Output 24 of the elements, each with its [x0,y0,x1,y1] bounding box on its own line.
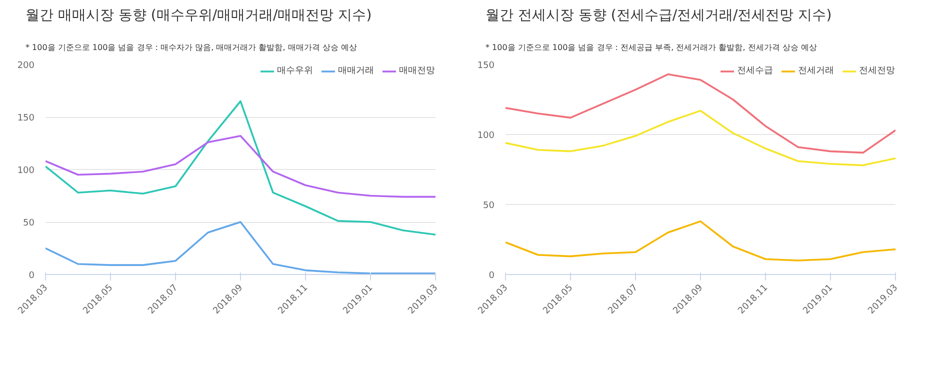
line-series [506,73,896,154]
text: * 100을 기준으로 100을 넘을 경우 : 전세공급 부족, 전세거래가 활발함, 전세가격 상승 예상 [486,43,817,52]
y-tick-label: 150 [17,114,35,124]
legend-label: 전세수급 [737,65,773,77]
legend-label: 전세거래 [798,65,834,77]
legend-label: 전세전망 [859,65,895,77]
line-series [506,110,896,166]
y-tick-label: 100 [477,131,495,141]
y-tick-label: 50 [23,218,35,228]
y-tick-label: 100 [17,166,35,176]
text: * 100을 기준으로 100을 넘을 경우 : 매수자가 많음, 매매거래가 활발함, 매매가격 상승 예상 [26,43,357,52]
y-tick-label: 0 [28,271,35,281]
y-tick-label: 0 [488,271,495,281]
y-tick-label: 150 [477,61,495,71]
chart-title: 월간 전세시장 동향 (전세수급/전세거래/전세전망 지수) [486,8,832,24]
legend-label: 매매전망 [399,65,435,77]
line-series [46,135,436,198]
line-series [46,100,436,236]
line-series [506,220,896,262]
y-tick-label: 200 [17,61,35,71]
y-tick-label: 50 [483,201,495,211]
chart-title: 월간 매매시장 동향 (매수우위/매매거래/매매전망 지수) [26,8,372,24]
legend-label: 매수우위 [277,65,313,77]
legend-label: 매매거래 [338,65,374,77]
